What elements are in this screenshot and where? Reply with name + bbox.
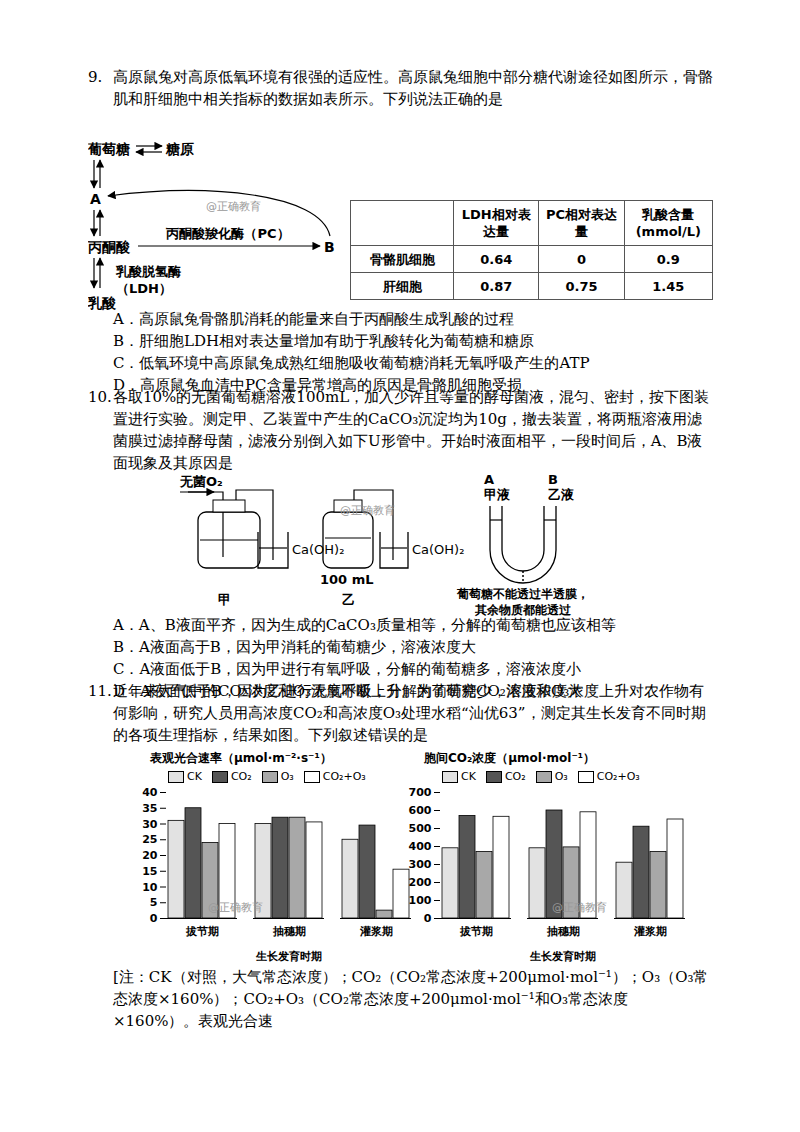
html-text:[注：CK（对照，大气常态浓度）；CO₂（CO₂常态浓度+2: [注：CK（对照，大气常态浓度）；CO₂（CO₂常态浓度+200μmol·mol… — [113, 968, 709, 1030]
svg-text:丙酮酸: 丙酮酸 — [88, 239, 131, 255]
html-text:CK: CK — [461, 769, 476, 783]
html-text:肝细胞: 肝细胞 — [382, 278, 422, 294]
html-text:9.: 9. — [88, 68, 103, 86]
html-text:A．高原鼠兔骨骼肌消耗的能量来自于丙酮酸生成乳酸的过程: A．高原鼠兔骨骼肌消耗的能量来自于丙酮酸生成乳酸的过程 — [113, 310, 514, 328]
html-text:骨骼肌细胞: 骨骼肌细胞 — [369, 251, 435, 267]
svg-text:B: B — [548, 472, 558, 487]
svg-text:糖原: 糖原 — [165, 141, 194, 157]
svg-text:40: 40 — [142, 786, 158, 799]
html-text:0.75: 0.75 — [565, 278, 598, 294]
html-text:A．A、B液面平齐，因为生成的CaCO₃质量相等，分解的葡萄: A．A、B液面平齐，因为生成的CaCO₃质量相等，分解的葡萄糖也应该相等 — [113, 616, 616, 634]
svg-text:乳酸脱氢酶: 乳酸脱氢酶 — [115, 264, 181, 279]
html-text:O₃: O₃ — [554, 769, 568, 783]
html-text:0.9: 0.9 — [656, 251, 680, 267]
html-text:LDH相对表达量: LDH相对表达量 — [461, 207, 531, 239]
svg-text:甲液: 甲液 — [484, 487, 511, 502]
html-text:B．A液面高于B，因为甲消耗的葡萄糖少，溶液浓度大: B．A液面高于B，因为甲消耗的葡萄糖少，溶液浓度大 — [113, 638, 476, 656]
svg-text:生长发育时期: 生长发育时期 — [255, 950, 322, 963]
html-text:D．A液面低于B，因为乙进行无氧呼吸，分解的葡萄糖少，溶液浓: D．A液面低于B，因为乙进行无氧呼吸，分解的葡萄糖少，溶液浓度大 — [113, 682, 582, 700]
svg-text:其余物质都能透过: 其余物质都能透过 — [474, 603, 572, 617]
svg-text:Ca(OH)₂: Ca(OH)₂ — [292, 542, 344, 557]
svg-text:@正确教育: @正确教育 — [340, 504, 395, 517]
svg-text:400: 400 — [409, 840, 432, 853]
svg-text:甲: 甲 — [218, 592, 231, 607]
svg-text:35: 35 — [142, 802, 157, 815]
html-text:C．低氧环境中高原鼠兔成熟红细胞吸收葡萄糖消耗无氧呼吸产生的: C．低氧环境中高原鼠兔成熟红细胞吸收葡萄糖消耗无氧呼吸产生的ATP — [113, 354, 590, 372]
svg-text:300: 300 — [409, 858, 432, 871]
svg-text:葡萄糖不能透过半透膜，: 葡萄糖不能透过半透膜， — [456, 587, 589, 601]
svg-text:抽穗期: 抽穗期 — [272, 925, 306, 938]
html-text:高原鼠兔对高原低氧环境有很强的适应性。高原鼠兔细胞中部分糖代: 高原鼠兔对高原低氧环境有很强的适应性。高原鼠兔细胞中部分糖代谢途径如图所示，骨骼… — [113, 68, 713, 108]
svg-text:@正确教育: @正确教育 — [206, 200, 261, 213]
svg-text:500: 500 — [409, 822, 432, 835]
svg-text:0: 0 — [424, 912, 432, 925]
html-text:@正确教育: @正确教育 — [208, 901, 263, 914]
svg-text:600: 600 — [409, 804, 432, 817]
html-text:10.各取10%的无菌葡萄糖溶液100mL，加入少许且等量的: 10.各取10%的无菌葡萄糖溶液100mL，加入少许且等量的酵母菌液，混匀、密封… — [88, 388, 710, 472]
html-text:PC相对表达量: PC相对表达量 — [546, 207, 618, 239]
html-text:CO₂: CO₂ — [230, 769, 252, 783]
svg-text:乙: 乙 — [342, 592, 355, 607]
html-text:C．A液面低于B，因为甲进行有氧呼吸，分解的葡萄糖多，溶液浓: C．A液面低于B，因为甲进行有氧呼吸，分解的葡萄糖多，溶液浓度小 — [113, 660, 582, 678]
html-text:CO₂: CO₂ — [504, 769, 526, 783]
html-text:0.64: 0.64 — [480, 251, 513, 267]
svg-text:30: 30 — [142, 818, 158, 831]
svg-text:0: 0 — [150, 912, 158, 925]
svg-text:A: A — [484, 472, 494, 487]
svg-text:15: 15 — [142, 865, 157, 878]
svg-text:25: 25 — [142, 833, 157, 846]
html-text:0: 0 — [577, 251, 587, 267]
html-text:B．肝细胞LDH相对表达量增加有助于乳酸转化为葡萄糖和糖原: B．肝细胞LDH相对表达量增加有助于乳酸转化为葡萄糖和糖原 — [113, 332, 535, 350]
svg-text:生长发育时期: 生长发育时期 — [529, 950, 596, 963]
html-text:11.近年来大气中的CO₂浓度和O₃浓度不断上升。为了研究C: 11.近年来大气中的CO₂浓度和O₃浓度不断上升。为了研究CO₂浓度和O₃浓度上… — [88, 682, 706, 744]
svg-text:100: 100 — [409, 894, 432, 907]
svg-text:抽穗期: 抽穗期 — [546, 925, 580, 938]
html-text:表观光合速率（μmol·m⁻²·s⁻¹）: 表观光合速率（μmol·m⁻²·s⁻¹） — [150, 751, 332, 765]
svg-text:灌浆期: 灌浆期 — [359, 925, 393, 938]
svg-text:20: 20 — [142, 849, 158, 862]
svg-text:乳酸: 乳酸 — [88, 295, 117, 311]
svg-text:100 mL: 100 mL — [320, 572, 374, 587]
html-text:@正确教育: @正确教育 — [552, 901, 607, 914]
svg-text:拔节期: 拔节期 — [185, 925, 219, 938]
html-text:CO₂+O₃: CO₂+O₃ — [596, 769, 640, 783]
svg-text:Ca(OH)₂: Ca(OH)₂ — [412, 542, 464, 557]
svg-text:葡萄糖: 葡萄糖 — [88, 141, 130, 157]
svg-text:丙酮酸羧化酶（PC）: 丙酮酸羧化酶（PC） — [165, 226, 289, 241]
svg-text:A: A — [90, 191, 101, 207]
html-text:CK: CK — [187, 769, 202, 783]
svg-text:B: B — [324, 239, 335, 255]
svg-text:700: 700 — [409, 786, 432, 799]
svg-text:5: 5 — [150, 896, 158, 909]
svg-text:灌浆期: 灌浆期 — [633, 925, 667, 938]
svg-text:乙液: 乙液 — [548, 487, 575, 502]
html-text:D．高原鼠兔血清中PC含量异常增高的原因是骨骼肌细胞受损: D．高原鼠兔血清中PC含量异常增高的原因是骨骼肌细胞受损 — [113, 376, 522, 394]
html-text:O₃: O₃ — [280, 769, 294, 783]
svg-text:无菌O₂: 无菌O₂ — [179, 474, 223, 489]
html-text:乳酸含量(mmol/L): 乳酸含量(mmol/L) — [635, 207, 701, 239]
html-text:胞间CO₂浓度（μmol·mol⁻¹）: 胞间CO₂浓度（μmol·mol⁻¹） — [424, 751, 595, 765]
html-text:0.87: 0.87 — [480, 278, 513, 294]
html-text:1.45: 1.45 — [652, 278, 685, 294]
html-text:CO₂+O₃: CO₂+O₃ — [322, 769, 366, 783]
svg-text:（LDH）: （LDH） — [116, 281, 172, 296]
svg-text:10: 10 — [142, 881, 158, 894]
svg-text:200: 200 — [409, 876, 432, 889]
svg-text:拔节期: 拔节期 — [459, 925, 493, 938]
